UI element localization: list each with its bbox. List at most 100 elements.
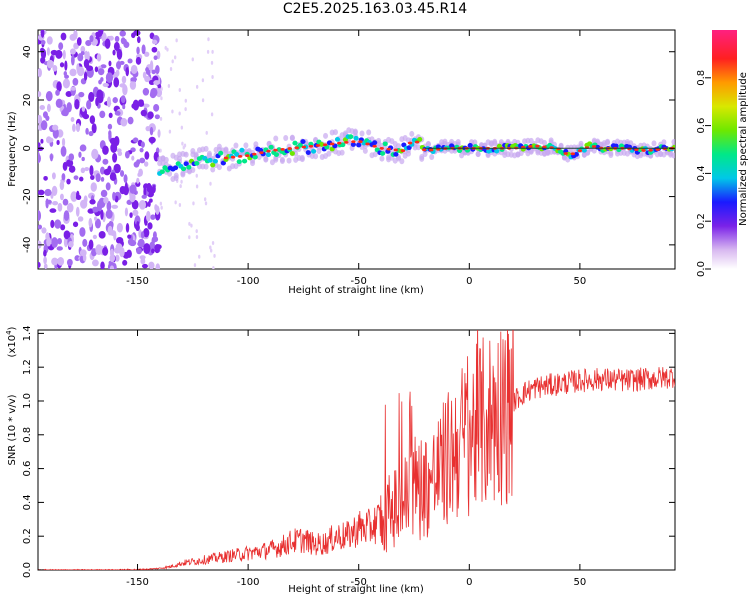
noise-speckle (112, 191, 116, 201)
faint-speckle (205, 130, 208, 135)
top-x-axis-label: Height of straight line (km) (288, 285, 424, 296)
signal-core (252, 154, 258, 160)
signal-peak (570, 152, 576, 156)
noise-speckle (103, 197, 109, 204)
bottom-y-ticks: 0.0 0.2 0.4 0.6 0.8 1.0 1.2 1.4 (22, 325, 675, 578)
noise-speckle (75, 122, 81, 133)
signal-peak (337, 141, 342, 145)
noise-speckle (63, 210, 70, 221)
noise-speckle (68, 241, 74, 248)
signal-core (292, 140, 298, 146)
noise-speckle (96, 53, 102, 62)
signal-halo (250, 160, 256, 167)
noise-speckle (59, 62, 65, 68)
noise-speckle (99, 110, 106, 119)
signal-halo (528, 137, 534, 144)
noise-speckle (70, 54, 75, 66)
noise-speckle (91, 148, 99, 160)
signal-peak (287, 147, 292, 150)
noise-speckle (119, 83, 126, 88)
faint-speckle (173, 55, 177, 60)
noise-speckle (144, 51, 150, 57)
faint-speckle (171, 59, 174, 64)
noise-speckle (129, 212, 133, 218)
y-tick-label: 0.6 (22, 461, 33, 477)
noise-speckle (78, 91, 85, 98)
noise-speckle (45, 115, 50, 121)
faint-speckle (159, 201, 163, 206)
noise-speckle (70, 116, 75, 123)
noise-speckle (120, 95, 126, 104)
noise-speckle (74, 98, 80, 110)
noise-speckle (105, 72, 114, 84)
noise-speckle (82, 238, 88, 247)
faint-speckle (160, 205, 163, 210)
noise-speckle (85, 127, 89, 135)
faint-speckle (206, 49, 210, 54)
noise-speckle (76, 63, 80, 73)
noise-speckle (43, 256, 47, 265)
noise-speckle (77, 216, 84, 222)
faint-speckle (167, 84, 171, 89)
signal-core (353, 135, 359, 141)
noise-speckle (43, 175, 48, 181)
noise-speckle (100, 209, 104, 220)
noise-speckle (51, 237, 59, 248)
noise-speckle (119, 185, 126, 195)
signal-halo (233, 142, 239, 149)
colorbar-tick-label: 0.2 (696, 213, 707, 229)
noise-speckle (150, 214, 156, 220)
signal-core (300, 139, 306, 144)
signal-core (297, 142, 303, 148)
noise-speckle (136, 220, 140, 231)
noise-speckle (129, 80, 137, 90)
noise-speckle (123, 41, 130, 48)
faint-speckle (212, 265, 215, 269)
faint-speckle (168, 129, 172, 134)
noise-speckle (100, 64, 107, 69)
noise-speckle (131, 155, 135, 161)
noise-speckle (100, 77, 104, 82)
noise-speckle (95, 97, 99, 107)
noise-speckle (45, 90, 53, 102)
noise-speckle (56, 81, 62, 92)
noise-speckle (38, 210, 42, 222)
signal-halo (352, 128, 358, 135)
noise-speckle (107, 225, 113, 236)
signal-peak (379, 146, 384, 150)
noise-speckle (116, 222, 123, 233)
signal-core (268, 144, 274, 150)
noise-speckle (127, 238, 134, 246)
noise-speckle (46, 59, 54, 69)
faint-speckle (207, 37, 210, 42)
noise-speckle (138, 199, 147, 210)
y-tick-label: 0.0 (22, 562, 33, 578)
noise-speckle (129, 184, 137, 194)
signal-halo (163, 156, 169, 163)
noise-speckle (46, 47, 50, 56)
signal-core (467, 143, 473, 148)
faint-speckle (178, 111, 181, 116)
signal-peak (230, 155, 236, 159)
signal-core (382, 141, 388, 147)
signal-halo (605, 138, 611, 145)
signal-core (210, 162, 216, 168)
signal-peak (429, 148, 434, 152)
noise-speckle (113, 41, 120, 51)
noise-speckle (108, 35, 114, 41)
noise-speckle (49, 153, 54, 162)
noise-speckle (101, 32, 107, 43)
noise-speckle (57, 237, 62, 245)
colorbar-tick-label: 0.8 (696, 70, 707, 86)
signal-core (417, 137, 423, 142)
faint-speckle (201, 78, 205, 83)
signal-core (334, 136, 341, 142)
noise-speckle (83, 71, 88, 81)
noise-speckle (147, 222, 153, 230)
noise-speckle (112, 49, 116, 56)
noise-speckle (141, 256, 145, 262)
signal-peak (344, 141, 349, 144)
noise-speckle (132, 209, 139, 216)
signal-halo (289, 135, 295, 142)
faint-speckle (210, 60, 214, 65)
